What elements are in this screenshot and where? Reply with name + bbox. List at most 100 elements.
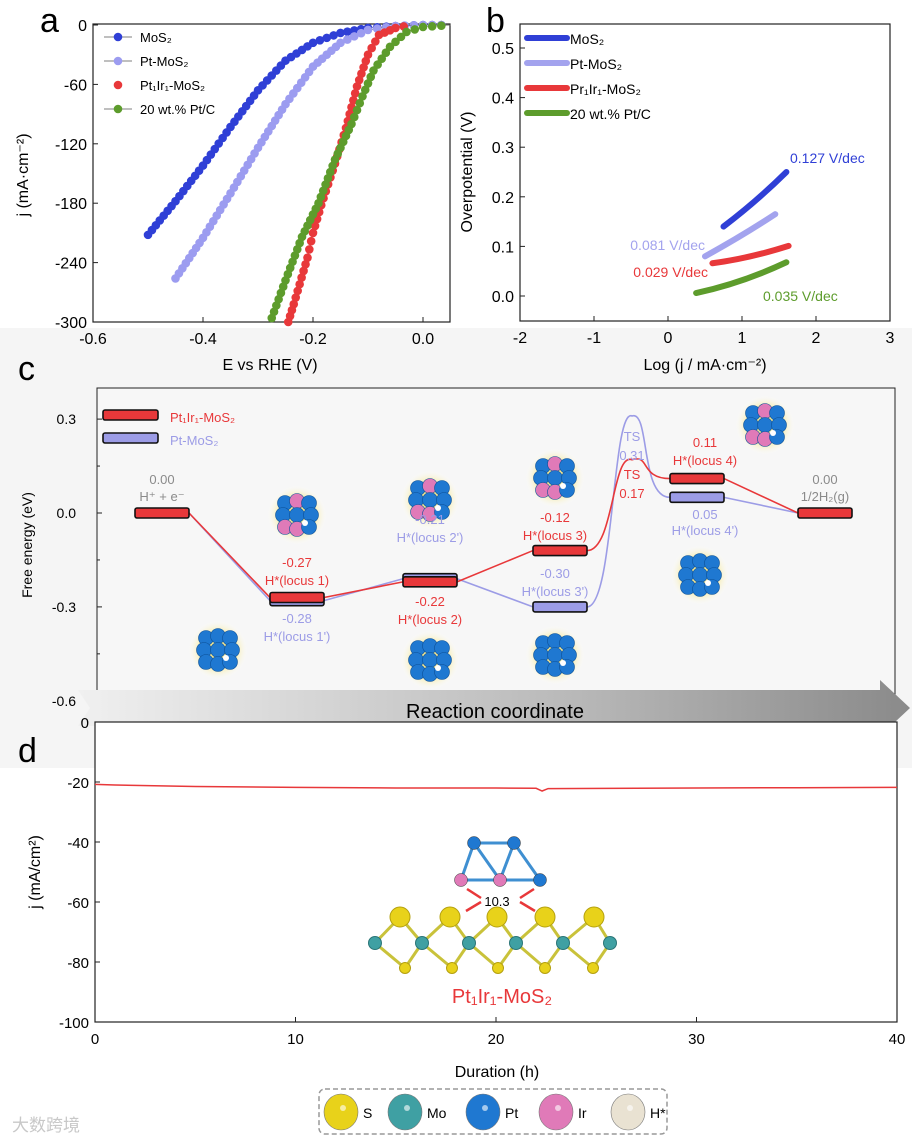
energy-label: TS <box>624 429 641 444</box>
energy-label: -0.12 <box>540 510 570 525</box>
sphere-highlight <box>555 1105 561 1111</box>
watermark: 大数跨境 <box>12 1116 80 1135</box>
slope-label: 0.127 V/dec <box>790 150 865 166</box>
energy-level-bar <box>269 591 325 604</box>
pt-atom <box>533 873 547 887</box>
data-point <box>427 22 437 31</box>
energy-label: H⁺ + e⁻ <box>139 489 184 504</box>
ir-atom <box>454 873 468 887</box>
panel-letter-b: b <box>486 2 505 40</box>
legend-bar <box>102 409 159 421</box>
energy-label: 0.11 <box>693 435 717 450</box>
pt-cluster-icon <box>400 630 460 690</box>
panel-a-xlabel: E vs RHE (V) <box>222 357 317 374</box>
data-point <box>349 32 359 41</box>
data-point <box>355 98 365 108</box>
data-point <box>350 89 360 98</box>
energy-label: -0.21 <box>415 512 445 527</box>
energy-label: 0.00 <box>812 472 837 487</box>
pt-cluster-icon <box>188 620 248 680</box>
data-point <box>356 28 366 38</box>
panel-c-ylabel: Free energy (eV) <box>19 492 35 598</box>
data-point <box>291 293 301 302</box>
y-tick-label: 0 <box>78 18 87 35</box>
y-tick-label: 0.5 <box>492 41 514 58</box>
panel-d-ylabel: j (mA/cm²) <box>27 835 44 910</box>
slope-label: 0.035 V/dec <box>763 288 838 304</box>
inset-distance-label: 10.3 <box>484 894 509 909</box>
y-tick-label: 0.3 <box>57 411 77 427</box>
mo-atom <box>509 936 523 950</box>
data-point <box>349 112 359 122</box>
data-point <box>329 31 338 40</box>
distance-arrow <box>519 887 535 900</box>
energy-label: H*(locus 1') <box>264 629 331 644</box>
data-point <box>385 42 395 52</box>
data-point <box>391 23 400 33</box>
data-point <box>322 33 332 43</box>
sphere-highlight <box>627 1105 633 1111</box>
y-tick-label: 0.0 <box>492 289 514 306</box>
energy-label: H*(locus 4) <box>673 453 737 468</box>
pt-ir-cluster-icon <box>267 485 327 545</box>
legend-bar <box>102 432 159 444</box>
energy-label: -0.30 <box>540 566 570 581</box>
legend-label: Pt₁Ir₁-MoS₂ <box>140 78 205 93</box>
panel-letter-a: a <box>40 2 59 40</box>
h-atom <box>435 505 441 511</box>
s-atom <box>389 906 411 928</box>
h-atom <box>770 430 776 436</box>
y-tick-label: -240 <box>55 256 87 273</box>
y-tick-label: -0.6 <box>52 693 76 709</box>
data-point <box>367 43 376 53</box>
data-point <box>297 273 306 282</box>
data-point <box>366 72 376 82</box>
data-point <box>349 26 359 35</box>
x-tick-label: -0.6 <box>79 331 107 348</box>
y-tick-label: 0.2 <box>492 190 514 207</box>
y-tick-label: -0.3 <box>52 599 76 615</box>
ir-atom <box>493 873 507 887</box>
legend-label: Pt-MoS₂ <box>170 433 218 448</box>
pt-atom <box>289 507 305 523</box>
energy-label: 0.00 <box>149 472 174 487</box>
x-tick-label: 30 <box>688 1031 705 1048</box>
data-point <box>310 221 320 231</box>
mo-atom <box>603 936 617 950</box>
s-atom <box>583 906 605 928</box>
energy-level-bar <box>402 576 458 588</box>
data-point <box>336 38 345 48</box>
sphere-highlight <box>482 1105 488 1111</box>
y-tick-label: 0.3 <box>492 140 514 157</box>
legend-label: Pr₁Ir₁-MoS₂ <box>570 81 641 97</box>
y-tick-label: 0.0 <box>57 505 77 521</box>
data-point <box>299 266 308 276</box>
legend-label: 20 wt.% Pt/C <box>570 106 651 122</box>
s-atom <box>486 906 508 928</box>
pt-cluster-icon <box>525 625 585 685</box>
atom-legend-label: Ir <box>578 1105 587 1121</box>
pt-atom <box>507 836 521 850</box>
x-tick-label: 10 <box>287 1031 304 1048</box>
distance-arrow <box>466 887 482 900</box>
energy-level-bar <box>134 507 190 519</box>
h-atom <box>223 655 229 661</box>
data-point <box>352 105 362 115</box>
energy-level-bar <box>669 491 725 504</box>
panel-letter-c: c <box>18 350 35 388</box>
atom-legend-label: H* <box>650 1105 666 1121</box>
data-point <box>358 91 367 101</box>
tafel-line <box>702 211 779 260</box>
bond <box>512 842 542 881</box>
x-tick-label: -1 <box>587 330 601 347</box>
data-point <box>363 50 373 59</box>
s-atom <box>539 962 551 974</box>
legend-label: MoS₂ <box>570 31 604 47</box>
energy-level-bar <box>669 472 725 485</box>
energy-label: H*(locus 2') <box>397 530 464 545</box>
atom-sphere-mo-icon <box>387 1093 423 1131</box>
x-tick-label: 2 <box>812 330 821 347</box>
x-tick-label: 0 <box>664 330 673 347</box>
x-tick-label: 40 <box>889 1031 906 1048</box>
